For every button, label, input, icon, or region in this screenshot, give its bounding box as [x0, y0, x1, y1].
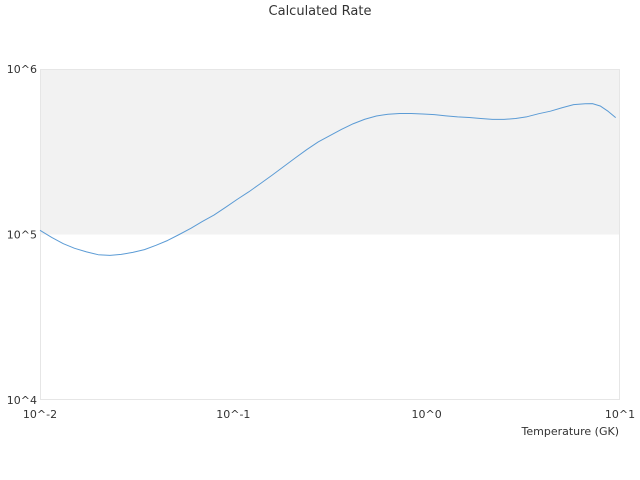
series-line: [39, 103, 617, 256]
x-tick-label: 10^1: [605, 408, 635, 421]
plot-border: [40, 69, 620, 400]
x-axis-label: Temperature (GK): [521, 425, 620, 438]
chart-title: Calculated Rate: [268, 4, 372, 19]
y-tick-label: 10^5: [7, 229, 37, 242]
x-tick-label: 10^-2: [23, 408, 57, 421]
y-tick-label: 10^4: [7, 394, 37, 407]
y-tick-label: 10^6: [7, 63, 37, 76]
shaded-band: [40, 69, 620, 235]
x-tick-label: 10^-1: [216, 408, 250, 421]
x-tick-label: 10^0: [412, 408, 442, 421]
